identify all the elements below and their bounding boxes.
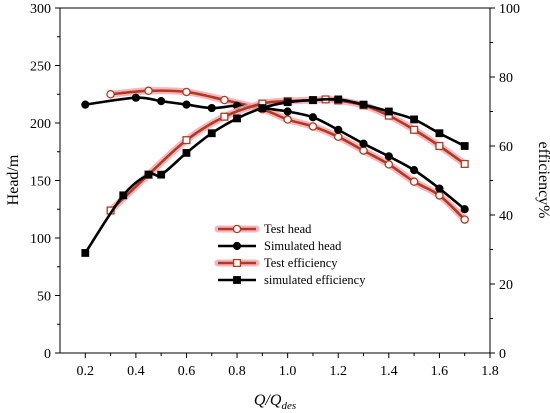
x-tick-label: 1.6 xyxy=(431,364,449,379)
legend: Test head Simulated head Test efficiency si… xyxy=(214,222,366,287)
data-point xyxy=(384,152,393,161)
data-point xyxy=(308,122,318,131)
data-point xyxy=(283,107,292,116)
data-point xyxy=(460,159,469,168)
x-tick-label: 1.4 xyxy=(380,364,398,379)
x-tick-label: 1.0 xyxy=(279,364,297,379)
series-line xyxy=(84,97,466,254)
x-tick-label: 1.2 xyxy=(329,364,347,379)
y-right-tick-label: 60 xyxy=(499,140,513,155)
data-point xyxy=(157,97,166,106)
legend-swatch-marker xyxy=(232,224,242,234)
x-tick-label: 0.6 xyxy=(178,364,196,379)
y-right-tick-label: 0 xyxy=(499,347,506,362)
legend-label: Test efficiency xyxy=(264,256,338,270)
legend-item-1: Test head xyxy=(214,222,312,236)
data-point xyxy=(435,191,444,200)
y-right-axis-title: efficiency% xyxy=(535,142,550,219)
legend-item-3: Test efficiency xyxy=(214,256,338,270)
series-4 xyxy=(81,95,469,257)
data-point xyxy=(410,115,419,124)
y-left-tick-label: 250 xyxy=(30,60,51,75)
data-point xyxy=(207,129,216,138)
x-axis-title: Q/Qdes xyxy=(254,392,296,412)
data-point xyxy=(460,215,469,224)
y-right-tick-label: 80 xyxy=(499,71,513,86)
data-point xyxy=(182,149,191,157)
series-1 xyxy=(106,86,469,224)
legend-label: Test head xyxy=(264,222,312,236)
data-point xyxy=(410,125,419,134)
data-point xyxy=(283,98,292,107)
data-point xyxy=(384,107,393,116)
y-left-tick-label: 150 xyxy=(30,175,51,190)
data-point xyxy=(435,141,444,151)
data-point xyxy=(258,104,267,112)
series-layer xyxy=(81,86,469,257)
data-point xyxy=(384,160,394,169)
data-point xyxy=(81,249,90,257)
data-point xyxy=(144,86,153,96)
legend-swatch-marker xyxy=(232,241,242,251)
data-point xyxy=(81,100,90,109)
data-point xyxy=(359,146,368,155)
data-point xyxy=(144,170,153,179)
data-point xyxy=(460,142,469,150)
y-left-tick-label: 100 xyxy=(30,232,51,247)
data-point xyxy=(283,115,292,124)
x-axis-title-main: Q/Q xyxy=(254,392,282,409)
data-point xyxy=(409,177,419,186)
y-left-tick-label: 200 xyxy=(30,117,51,132)
data-point xyxy=(182,136,191,145)
data-point xyxy=(220,112,229,121)
data-point xyxy=(435,184,444,193)
x-tick-label: 0.2 xyxy=(77,364,95,379)
data-point xyxy=(220,95,229,105)
data-point xyxy=(410,166,419,175)
data-point xyxy=(435,129,444,138)
y-left-tick-label: 300 xyxy=(30,2,51,17)
data-point xyxy=(359,100,368,109)
data-point xyxy=(119,191,128,200)
x-tick-label: 0.8 xyxy=(228,364,246,379)
data-point xyxy=(233,114,241,123)
y-left-tick-label: 0 xyxy=(44,347,51,362)
y-right-tick-label: 20 xyxy=(499,278,513,293)
data-point xyxy=(207,103,216,113)
data-point xyxy=(182,87,191,97)
y-right-tick-label: 40 xyxy=(499,209,513,224)
data-point xyxy=(106,90,115,99)
ticks-layer: 0.2 0.4 0.6 0.8 1.0 1.2 1.4 1.6 1.80501001502002… xyxy=(30,2,520,379)
y-left-axis-title: Head/m xyxy=(5,154,22,205)
data-point xyxy=(182,100,191,109)
legend-item-4: simulated efficiency xyxy=(218,273,366,287)
data-point xyxy=(334,125,343,134)
legend-swatch-marker xyxy=(233,276,241,284)
y-left-tick-label: 50 xyxy=(37,290,51,305)
data-point xyxy=(333,132,343,142)
data-point xyxy=(309,96,317,105)
data-point xyxy=(359,139,368,148)
data-point xyxy=(460,205,469,214)
data-point xyxy=(157,170,166,179)
data-point xyxy=(308,113,318,122)
legend-swatch-marker xyxy=(232,258,242,268)
x-tick-label: 0.4 xyxy=(127,364,145,379)
x-tick-label: 1.8 xyxy=(481,364,499,379)
legend-item-2: Simulated head xyxy=(218,239,342,253)
legend-label: Simulated head xyxy=(264,239,342,253)
series-2 xyxy=(81,93,469,214)
x-axis-title-subscript: des xyxy=(281,400,296,412)
legend-label: simulated efficiency xyxy=(264,273,366,287)
y-right-tick-label: 100 xyxy=(499,2,520,17)
data-point xyxy=(131,93,140,102)
data-point xyxy=(334,95,343,104)
